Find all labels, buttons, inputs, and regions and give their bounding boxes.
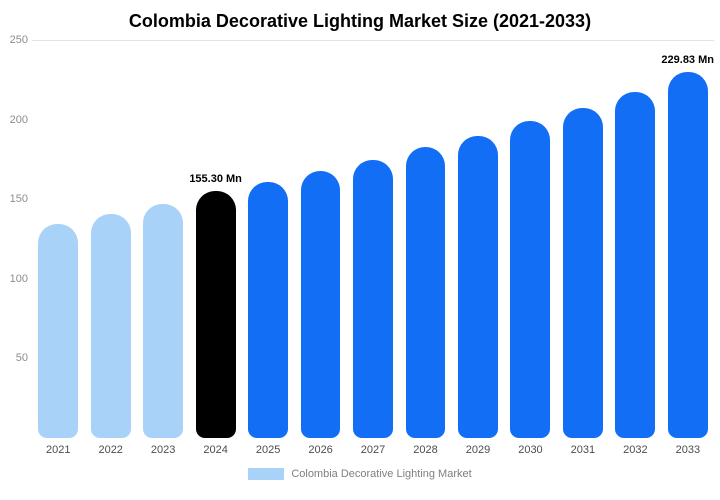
bar (510, 121, 551, 438)
x-axis-label: 2031 (570, 444, 596, 456)
x-axis-label: 2026 (308, 444, 333, 456)
x-axis-label: 2027 (360, 444, 386, 456)
gridline-250 (32, 40, 714, 41)
bar-column: 155.30 Mn (189, 40, 242, 438)
bar-column (399, 40, 451, 438)
x-axis-label: 2025 (255, 444, 281, 456)
bar-value-label: 229.83 Mn (661, 54, 714, 67)
bar (300, 171, 341, 438)
y-tick-label: 200 (9, 113, 28, 126)
bar (195, 190, 236, 438)
x-axis-label: 2024 (203, 444, 228, 456)
bar-column (452, 40, 504, 438)
bar-column (504, 40, 556, 438)
x-axis-label: 2028 (413, 444, 438, 456)
x-axis-label: 2029 (465, 444, 491, 456)
bar-column (32, 40, 84, 438)
bar (90, 213, 131, 438)
x-axis-label: 2021 (45, 444, 71, 456)
y-axis: 50 100 150 200 250 (2, 34, 32, 438)
bar (615, 91, 656, 438)
bar-column (137, 40, 189, 438)
chart-title: Colombia Decorative Lighting Market Size… (128, 11, 592, 31)
y-tick-label: 250 (9, 34, 28, 46)
bar (143, 203, 184, 438)
bar-value-label: 155.30 Mn (189, 172, 242, 185)
chart-area: 50 100 150 200 250 155.30 Mn 229.83 Mn (0, 34, 720, 438)
bar-column: 229.83 Mn (661, 40, 714, 438)
bar (405, 147, 446, 438)
x-axis-label: 2032 (623, 444, 648, 456)
bar (38, 223, 79, 438)
bar-column (609, 40, 661, 438)
bars-container: 155.30 Mn 229.83 Mn (32, 40, 714, 438)
y-tick-label: 100 (9, 272, 28, 285)
bar (562, 108, 603, 438)
bar-column (294, 40, 346, 438)
x-axis: 2021 2022 2023 2024 2025 2026 2027 2028 2029 2030… (0, 444, 720, 456)
y-tick-label: 150 (9, 193, 28, 206)
x-axis-label: 2023 (150, 444, 176, 456)
plot-area: 155.30 Mn 229.83 Mn (32, 40, 714, 438)
bar (353, 160, 393, 438)
bar-column (557, 40, 609, 438)
bar-column (84, 40, 136, 438)
legend: Colombia Decorative Lighting Market (0, 468, 720, 480)
legend-swatch (248, 468, 285, 480)
x-axis-label: 2030 (518, 444, 543, 456)
bar-column (242, 40, 294, 438)
x-axis-label: 2022 (98, 444, 123, 456)
x-axis-label: 2033 (675, 444, 701, 456)
y-tick-label: 50 (15, 352, 28, 365)
bar (667, 72, 708, 438)
bar (248, 182, 289, 438)
bar (457, 135, 498, 438)
bar-column (347, 40, 399, 438)
legend-label: Colombia Decorative Lighting Market (291, 468, 472, 480)
